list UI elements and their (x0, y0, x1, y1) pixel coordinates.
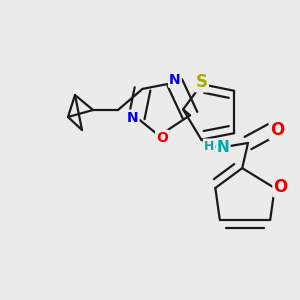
Text: N: N (169, 73, 181, 87)
Text: O: O (156, 131, 168, 145)
Text: N: N (127, 111, 139, 124)
Text: S: S (196, 73, 208, 91)
Text: H: H (204, 140, 214, 152)
Text: O: O (270, 121, 284, 139)
Text: O: O (274, 178, 288, 196)
Text: N: N (217, 140, 230, 154)
